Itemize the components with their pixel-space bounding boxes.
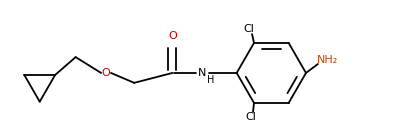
Text: O: O <box>102 68 110 78</box>
Text: N: N <box>198 68 206 78</box>
Text: H: H <box>207 75 215 85</box>
Text: Cl: Cl <box>246 112 256 122</box>
Text: O: O <box>168 31 177 41</box>
Text: NH₂: NH₂ <box>317 55 338 65</box>
Text: Cl: Cl <box>244 24 254 34</box>
